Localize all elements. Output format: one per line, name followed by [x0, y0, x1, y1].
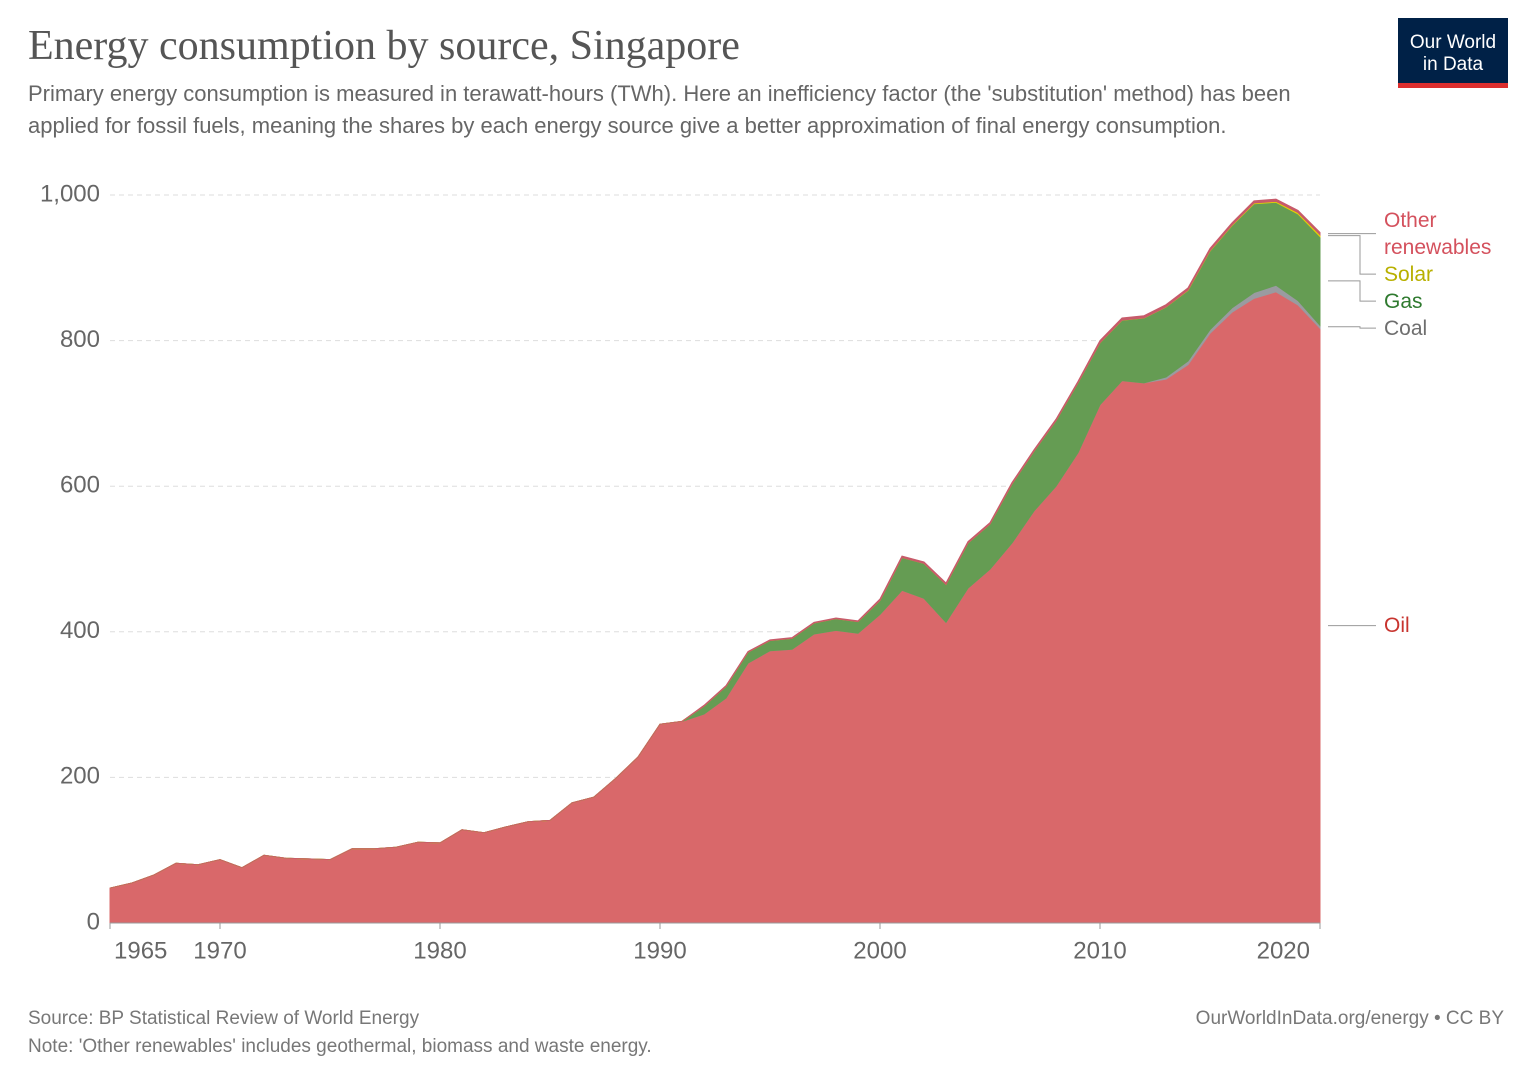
y-tick-label: 1,000 — [40, 180, 100, 207]
x-tick-label: 2010 — [1073, 937, 1126, 964]
x-tick-label: 1990 — [633, 937, 686, 964]
source: Source: BP Statistical Review of World E… — [28, 1008, 420, 1029]
y-tick-label: 0 — [87, 908, 100, 935]
chart-title: Energy consumption by source, Singapore — [28, 23, 740, 69]
legend-label[interactable]: Solar — [1384, 262, 1434, 286]
area — [109, 198, 1321, 889]
y-tick-label: 200 — [60, 763, 100, 790]
x-tick-label: 1965 — [114, 937, 167, 964]
x-tick-label: 1970 — [193, 937, 246, 964]
legend-label[interactable]: Other renewables — [1384, 208, 1492, 259]
url[interactable]: OurWorldInData.org/energy • CC BY — [1195, 1008, 1504, 1029]
x-tick-label: 2000 — [853, 937, 906, 964]
y-tick-label: 600 — [60, 472, 100, 499]
y-tick-label: 800 — [60, 326, 100, 353]
legend-label[interactable]: Gas — [1384, 289, 1423, 313]
label-connector — [1328, 326, 1376, 329]
note: Note: 'Other renewables' includes geothe… — [28, 1036, 652, 1057]
area — [109, 291, 1321, 924]
y-tick-label: 400 — [60, 617, 100, 644]
legend-label[interactable]: Oil — [1384, 614, 1410, 638]
x-tick-label: 2020 — [1257, 937, 1310, 964]
x-tick-label: 1980 — [413, 937, 466, 964]
chart-subtitle: Primary energy consumption is measured i… — [28, 81, 1291, 138]
label-connector — [1328, 280, 1376, 302]
label-connector — [1328, 235, 1376, 275]
logo[interactable]: Our World in Data — [1398, 18, 1508, 88]
legend-label[interactable]: Coal — [1384, 316, 1428, 340]
